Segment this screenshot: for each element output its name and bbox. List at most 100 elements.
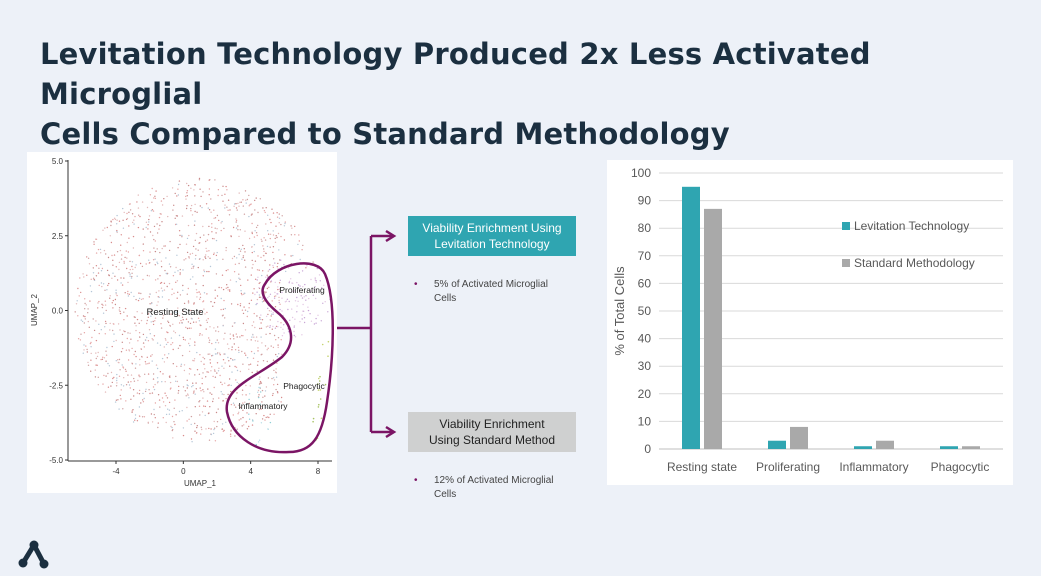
umap-cell-point	[234, 349, 237, 351]
umap-cell-point	[293, 334, 295, 337]
umap-cell-point	[120, 398, 122, 400]
umap-cell-point	[238, 273, 240, 275]
umap-cell-point	[246, 315, 248, 318]
umap-cell-point	[202, 191, 204, 193]
umap-cell-point	[238, 351, 240, 354]
umap-cell-point	[176, 254, 178, 256]
arrowhead-standard	[385, 425, 397, 439]
umap-cell-point	[271, 394, 274, 397]
umap-cell-point	[259, 403, 262, 405]
umap-cell-point	[201, 206, 203, 209]
umap-cell-point	[246, 412, 248, 414]
umap-cell-point	[149, 251, 151, 253]
umap-cell-point	[291, 282, 293, 284]
umap-cell-point	[240, 201, 242, 203]
umap-cell-point	[153, 388, 156, 391]
umap-cell-point	[174, 399, 176, 401]
umap-cell-point	[283, 263, 285, 266]
umap-cell-point	[195, 388, 197, 390]
umap-cell-point	[233, 271, 236, 273]
umap-cell-point	[152, 386, 155, 388]
umap-cell-point	[193, 224, 196, 226]
umap-cell-point	[167, 341, 169, 344]
umap-cell-point	[281, 291, 283, 294]
umap-cell-point	[187, 184, 190, 187]
umap-cell-point	[299, 285, 301, 287]
umap-cell-point	[250, 203, 252, 205]
umap-cell-point	[264, 259, 266, 262]
umap-cell-point	[175, 311, 178, 314]
umap-cell-point	[113, 217, 116, 219]
x-tick-label: Resting state	[667, 460, 737, 474]
umap-cell-point	[181, 234, 183, 237]
umap-cell-point	[162, 314, 165, 317]
umap-cell-point	[294, 300, 297, 302]
umap-cell-point	[168, 376, 171, 378]
umap-cell-point	[227, 384, 229, 387]
umap-cell-point	[237, 346, 240, 349]
umap-cell-point	[218, 397, 220, 399]
umap-cell-point	[213, 427, 216, 429]
umap-cell-point	[199, 333, 201, 335]
umap-cell-point	[90, 370, 92, 372]
umap-cell-point	[267, 230, 269, 232]
umap-cell-point	[214, 440, 217, 442]
umap-cell-point	[248, 205, 250, 207]
umap-cell-point	[142, 228, 144, 230]
umap-cell-point	[187, 302, 190, 304]
umap-cell-point	[186, 420, 188, 422]
umap-cell-point	[147, 363, 149, 365]
umap-cell-point	[196, 291, 198, 294]
umap-cell-point	[228, 378, 231, 380]
umap-cell-point	[315, 297, 317, 300]
umap-cell-point	[118, 268, 120, 271]
umap-cell-point	[179, 243, 181, 246]
umap-cell-point	[303, 296, 305, 298]
umap-cell-point	[143, 346, 145, 348]
umap-cell-point	[97, 248, 100, 251]
umap-cell-point	[188, 367, 191, 370]
umap-cell-point	[130, 338, 132, 340]
umap-cell-point	[150, 210, 153, 212]
umap-cell-point	[102, 312, 105, 314]
umap-cell-point	[301, 318, 303, 320]
umap-cell-point	[188, 373, 191, 375]
umap-cell-point	[216, 421, 219, 423]
umap-cell-point	[178, 322, 181, 324]
umap-cell-point	[131, 362, 133, 364]
umap-cell-point	[177, 392, 179, 394]
umap-cell-point	[216, 214, 219, 217]
umap-points	[74, 177, 331, 448]
standard-bullet-line-1: 12% of Activated Microglial	[434, 475, 554, 486]
umap-cell-point	[182, 319, 184, 321]
umap-cell-point	[127, 251, 130, 253]
umap-cell-point	[187, 300, 190, 302]
umap-cell-point	[86, 274, 88, 276]
umap-cell-point	[269, 319, 271, 321]
umap-cell-point	[270, 280, 273, 282]
umap-cell-point	[216, 339, 218, 341]
umap-cell-point	[317, 314, 319, 316]
umap-cell-point	[95, 364, 97, 366]
umap-cell-point	[108, 282, 110, 285]
umap-cell-point	[217, 189, 220, 191]
umap-cell-point	[102, 383, 104, 385]
umap-cell-point	[126, 257, 128, 259]
umap-cell-point	[82, 352, 84, 354]
umap-cell-point	[205, 247, 207, 250]
umap-cell-point	[235, 281, 237, 283]
umap-cell-point	[267, 428, 269, 430]
umap-cell-point	[220, 308, 222, 311]
umap-cell-point	[151, 421, 154, 423]
umap-cell-point	[256, 279, 258, 281]
umap-cell-point	[115, 385, 118, 387]
umap-cell-point	[245, 202, 247, 204]
umap-cell-point	[272, 246, 275, 248]
umap-cell-point	[152, 210, 155, 212]
umap-cell-point	[144, 339, 147, 341]
umap-cell-point	[257, 389, 260, 392]
umap-cell-point	[157, 426, 159, 429]
umap-cell-point	[261, 353, 263, 355]
umap-cell-point	[283, 324, 285, 326]
umap-cell-point	[208, 439, 211, 441]
